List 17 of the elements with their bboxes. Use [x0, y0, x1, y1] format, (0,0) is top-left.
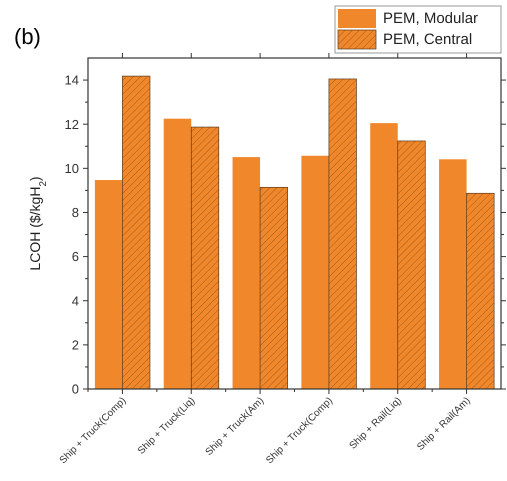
y-tick-label: 8 [72, 205, 79, 220]
y-tick-label: 10 [64, 160, 79, 176]
y-tick-label: 0 [72, 382, 79, 397]
bar [370, 123, 398, 389]
legend-label: PEM, Central [383, 31, 472, 48]
y-tick-label: 2 [72, 337, 79, 352]
bar [94, 180, 122, 389]
chart-title: (b) [14, 24, 41, 49]
y-tick-label: 6 [72, 249, 79, 264]
y-tick-label: 4 [72, 293, 79, 308]
bar [164, 118, 192, 389]
bar [301, 156, 329, 389]
legend-label: PEM, Modular [383, 10, 478, 27]
bar [439, 159, 467, 389]
bar [232, 157, 260, 389]
y-tick-label: 14 [64, 72, 79, 88]
y-tick-label: 12 [64, 116, 79, 132]
